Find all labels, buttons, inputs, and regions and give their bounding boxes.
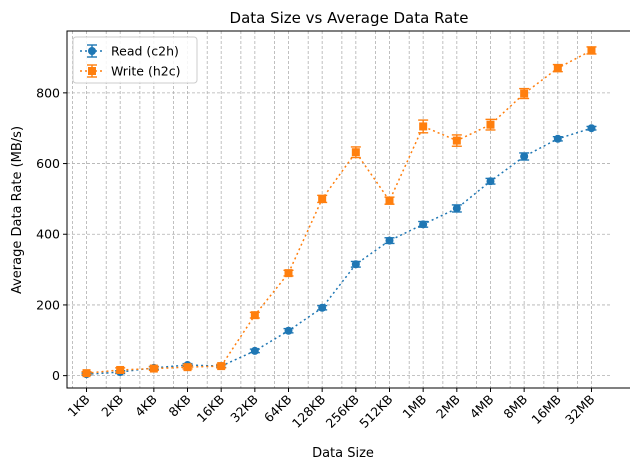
x-axis-label: Data Size [312, 446, 374, 461]
legend-label: Write (h2c) [111, 64, 180, 79]
x-tick-label: 32MB [562, 392, 598, 428]
data-point [183, 363, 192, 372]
legend-marker [88, 47, 96, 55]
series-read [81, 124, 597, 379]
x-tick-label: 1MB [399, 392, 429, 422]
x-tick-label: 1KB [65, 392, 93, 420]
legend: Read (c2h) Write (h2c) [72, 36, 198, 84]
y-tick-label: 800 [36, 85, 60, 100]
data-point [452, 204, 461, 213]
y-axis-label: Average Data Rate (MB/s) [10, 126, 25, 294]
x-tick-label: 4MB [467, 392, 497, 422]
series-line [86, 49, 592, 374]
y-tick-label: 0 [52, 368, 60, 383]
y-tick-label: 200 [36, 297, 60, 312]
x-tick-label: 8MB [500, 392, 530, 422]
data-point [419, 122, 428, 131]
x-tick-label: 512KB [356, 392, 395, 431]
grid [67, 31, 611, 388]
data-point [217, 362, 226, 371]
data-point [419, 220, 428, 229]
data-point [587, 46, 596, 55]
data-point [250, 311, 259, 320]
data-point [250, 346, 259, 355]
data-point [82, 369, 91, 378]
data-point [385, 236, 394, 245]
x-tick-label: 4KB [132, 392, 160, 420]
data-point [116, 365, 125, 374]
data-point [452, 136, 461, 145]
data-point [553, 64, 562, 73]
data-point [587, 124, 596, 133]
plot-series [81, 46, 597, 379]
legend-box [72, 36, 198, 84]
data-point [284, 326, 293, 335]
legend-label: Read (c2h) [111, 44, 179, 59]
series-line [86, 127, 592, 375]
data-point [318, 194, 327, 203]
x-tick-label: 16MB [528, 392, 564, 428]
data-point [318, 303, 327, 312]
data-point [520, 89, 529, 98]
series-write [81, 46, 597, 378]
data-point [284, 269, 293, 278]
x-tick-label: 2KB [98, 392, 126, 420]
data-point [486, 177, 495, 186]
legend-marker [88, 67, 96, 75]
x-tick-label: 16KB [194, 392, 228, 426]
data-point [351, 260, 360, 269]
data-point [520, 152, 529, 161]
data-point [553, 134, 562, 143]
x-tick-label: 128KB [289, 392, 328, 431]
chart-title: Data Size vs Average Data Rate [230, 9, 469, 27]
x-tick-label: 256KB [323, 392, 362, 431]
plot-frame [66, 30, 630, 389]
data-point [385, 196, 394, 205]
x-tick-label: 8KB [166, 392, 194, 420]
data-point [486, 120, 495, 129]
y-tick-label: 600 [36, 156, 60, 171]
y-tick-label: 400 [36, 227, 60, 242]
x-tick-label: 2MB [433, 392, 463, 422]
data-point [149, 364, 158, 373]
data-point [351, 148, 360, 157]
x-tick-label: 32KB [227, 392, 261, 426]
